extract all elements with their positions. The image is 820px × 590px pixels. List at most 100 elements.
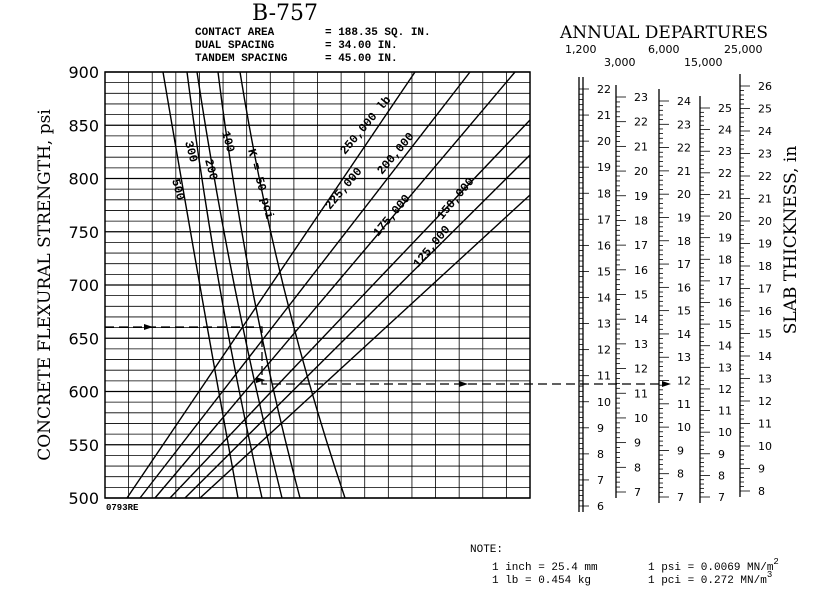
scale-label: 19 [634, 190, 648, 203]
scale-label: 16 [634, 264, 648, 277]
scale-label: 8 [677, 468, 684, 481]
scale-label: 19 [758, 238, 772, 251]
k-curve [196, 71, 283, 499]
scale-label: 15 [634, 289, 648, 302]
scale-label: 8 [718, 469, 725, 482]
scale-label: 22 [597, 83, 611, 96]
scale-label: 21 [677, 165, 691, 178]
scale-label: 20 [634, 165, 648, 178]
arrow [144, 324, 153, 330]
scale-label: 17 [634, 239, 648, 252]
scale-label: 22 [634, 116, 648, 129]
scale-label: 9 [597, 422, 604, 435]
k-label: 200 [201, 157, 220, 181]
scale-label: 16 [718, 297, 732, 310]
y-tick-label: 650 [68, 329, 99, 348]
scale-label: 24 [758, 125, 772, 138]
k-label: 500 [168, 177, 187, 201]
scale-label: 13 [634, 338, 648, 351]
scale-label: 25 [758, 103, 772, 116]
scale-label: 9 [677, 444, 684, 457]
y-tick-label: 700 [68, 276, 99, 295]
scale-label: 12 [718, 383, 732, 396]
scale-label: 23 [758, 148, 772, 161]
scale-label: 22 [758, 170, 772, 183]
note-title: NOTE: [470, 544, 503, 556]
scale-label: 15 [597, 265, 611, 278]
scale-label: 23 [634, 91, 648, 104]
scale-label: 22 [718, 167, 732, 180]
y-tick-label: 800 [68, 170, 99, 189]
scale-label: 15 [718, 318, 732, 331]
scale-label: 10 [718, 426, 732, 439]
k-label: K = 50 pci [244, 147, 276, 220]
k-curve [162, 71, 239, 499]
load-line [184, 154, 531, 499]
load-label: 175,000 [370, 192, 413, 240]
scale-label: 13 [677, 351, 691, 364]
k-curve [186, 71, 263, 499]
spec-value: = 188.35 SQ. IN. [325, 27, 431, 39]
scale-label: 16 [758, 305, 772, 318]
note-line: 1 pci = 0.272 MN/m3 [648, 570, 772, 587]
arrow [662, 381, 671, 387]
k-curve [217, 71, 301, 499]
k-label: 100 [218, 129, 237, 153]
y-tick-label: 850 [68, 116, 99, 135]
scale-label: 17 [677, 258, 691, 271]
load-line [139, 71, 471, 499]
scale-label: 18 [718, 253, 732, 266]
scale-label: 14 [597, 292, 611, 305]
scale-label: 10 [758, 440, 772, 453]
scale-label: 11 [758, 418, 772, 431]
scale-label: 18 [758, 260, 772, 273]
note-line: 1 psi = 0.0069 MN/m2 [648, 557, 779, 574]
scale-label: 11 [718, 405, 732, 418]
scale-label: 22 [677, 142, 691, 155]
scale-label: 7 [597, 474, 604, 487]
spec-value: = 34.00 IN. [325, 40, 398, 52]
scale-label: 13 [718, 361, 732, 374]
scale-label: 9 [758, 463, 765, 476]
scale-label: 14 [718, 340, 732, 353]
load-line [199, 194, 531, 499]
scale-label: 21 [597, 109, 611, 122]
scale-label: 19 [677, 211, 691, 224]
scale-label: 18 [677, 235, 691, 248]
scale-label: 18 [634, 214, 648, 227]
scale-label: 20 [718, 210, 732, 223]
scale-label: 10 [597, 396, 611, 409]
arrow [256, 377, 265, 383]
scale-label: 25 [718, 102, 732, 115]
scale-label: 15 [758, 328, 772, 341]
spec-label: TANDEM SPACING [195, 53, 288, 65]
right-axis-label: SLAB THICKNESS, in [781, 146, 801, 335]
y-tick-label: 600 [68, 383, 99, 402]
scale-label: 20 [677, 188, 691, 201]
title: B-757 [252, 1, 318, 26]
scale-label: 15 [677, 305, 691, 318]
scale-label: 8 [634, 461, 641, 474]
scale-label: 21 [718, 188, 732, 201]
scale-label: 11 [597, 370, 611, 383]
scale-label: 21 [634, 140, 648, 153]
k-curve [239, 71, 346, 499]
scale-label: 12 [758, 395, 772, 408]
scale-label: 17 [597, 213, 611, 226]
frame [104, 71, 531, 499]
departure-label: 1,200 [565, 43, 597, 56]
scale-label: 23 [718, 145, 732, 158]
scale-label: 7 [634, 486, 641, 499]
scale-label: 16 [597, 239, 611, 252]
scale-label: 8 [758, 485, 765, 498]
load-label: 150,000 [434, 175, 477, 223]
load-line [169, 119, 531, 499]
scale-label: 11 [677, 398, 691, 411]
scale-label: 12 [634, 363, 648, 376]
departures-title: ANNUAL DEPARTURES [559, 23, 768, 43]
load-line [126, 71, 416, 499]
example-path [105, 326, 660, 385]
k-label: 300 [181, 139, 200, 163]
arrow [459, 381, 468, 387]
scale-label: 9 [634, 437, 641, 450]
